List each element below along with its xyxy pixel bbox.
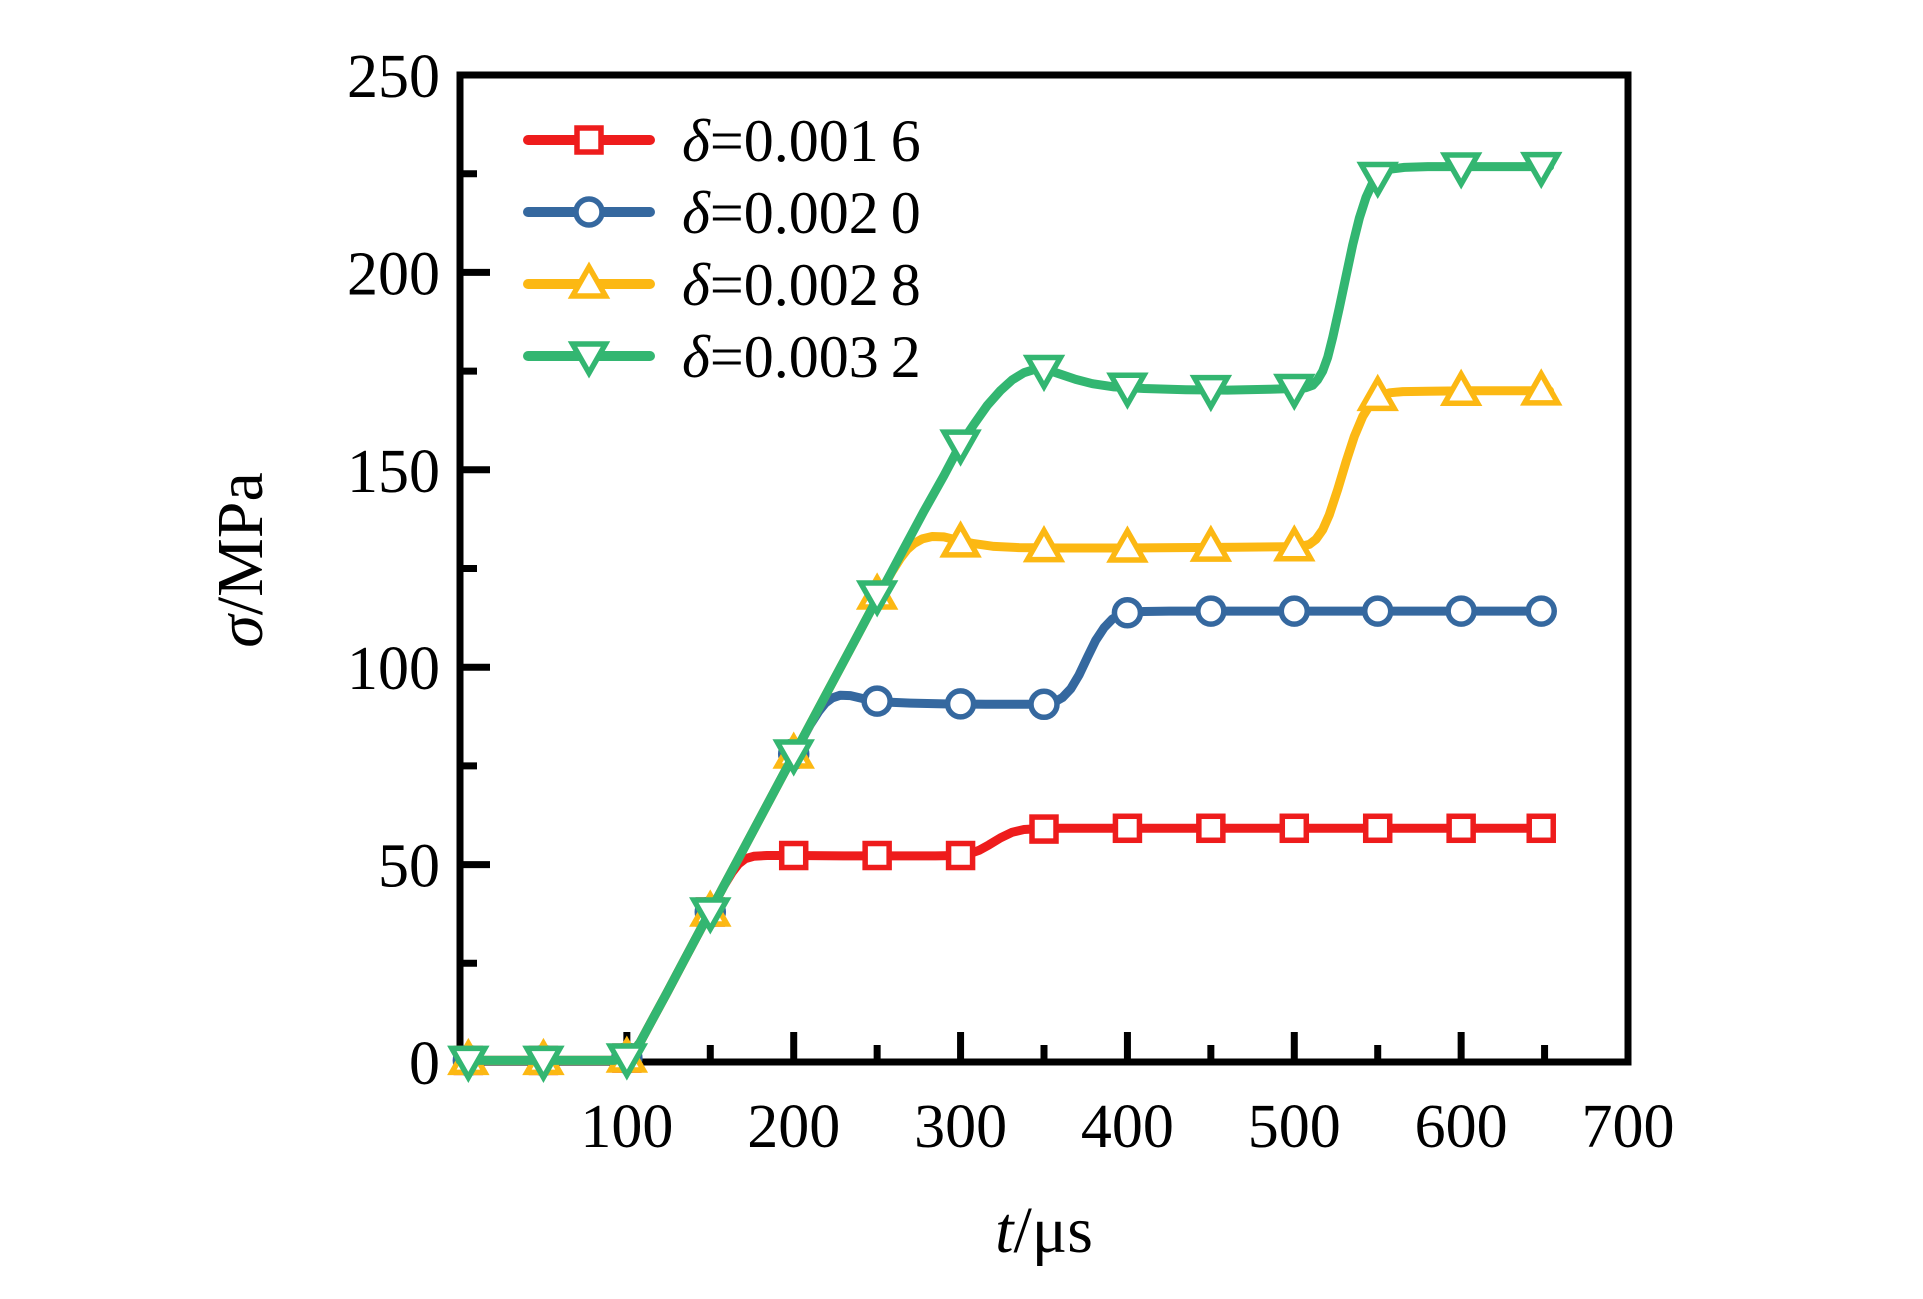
triangle-down-marker bbox=[567, 341, 611, 379]
x-tick-label: 700 bbox=[1582, 1093, 1675, 1161]
circle-marker bbox=[861, 685, 893, 717]
y-tick-label: 0 bbox=[409, 1030, 440, 1098]
legend-label: δ=0.002 0 bbox=[682, 180, 921, 246]
triangle-down-marker bbox=[522, 1045, 565, 1083]
triangle-up-marker bbox=[1520, 368, 1563, 406]
triangle-down-marker bbox=[447, 1045, 490, 1083]
square-marker bbox=[1279, 813, 1310, 844]
square-marker bbox=[1362, 813, 1393, 844]
circle-marker bbox=[1111, 596, 1144, 629]
square-marker bbox=[1526, 813, 1556, 844]
y-tick-label: 250 bbox=[347, 43, 440, 111]
legend-label: δ=0.001 6 bbox=[682, 108, 921, 174]
x-tick-label: 200 bbox=[747, 1093, 840, 1161]
legend-label: δ=0.002 8 bbox=[682, 252, 921, 318]
series-delta-0.0032 bbox=[447, 151, 1563, 1083]
x-tick-label: 400 bbox=[1081, 1093, 1174, 1161]
triangle-up-marker bbox=[1273, 524, 1316, 562]
triangle-down-marker bbox=[1273, 373, 1316, 412]
circle-marker bbox=[1361, 595, 1394, 627]
circle-marker bbox=[573, 196, 605, 228]
triangle-down-marker bbox=[1022, 354, 1066, 393]
circle-marker bbox=[944, 688, 977, 720]
circle-marker bbox=[1445, 595, 1477, 627]
legend-item-delta-0.0016: δ=0.001 6 bbox=[523, 108, 921, 174]
square-marker bbox=[1112, 813, 1143, 844]
triangle-up-marker bbox=[939, 520, 982, 558]
legend-item-delta-0.0020: δ=0.002 0 bbox=[523, 180, 921, 246]
square-marker bbox=[1196, 813, 1226, 844]
y-tick-label: 200 bbox=[347, 240, 440, 308]
triangle-down-marker bbox=[1106, 372, 1149, 410]
x-tick-label: 300 bbox=[914, 1093, 1007, 1161]
triangle-down-marker bbox=[689, 897, 732, 935]
y-tick-label: 150 bbox=[347, 438, 440, 506]
triangle-up-marker bbox=[1356, 373, 1399, 412]
x-tick-label: 500 bbox=[1248, 1093, 1341, 1161]
y-tick-label: 100 bbox=[347, 635, 440, 703]
y-axis-title: σ/MPa bbox=[204, 472, 277, 648]
square-marker bbox=[778, 840, 809, 871]
triangle-up-marker bbox=[1189, 524, 1233, 562]
square-marker bbox=[574, 125, 604, 155]
circle-marker bbox=[1195, 595, 1227, 627]
square-marker bbox=[862, 840, 892, 871]
circle-marker bbox=[1278, 595, 1311, 627]
x-axis-title: t/μs bbox=[995, 1194, 1093, 1267]
triangle-down-marker bbox=[1356, 161, 1399, 200]
triangle-down-marker bbox=[855, 580, 899, 618]
y-tick-label: 50 bbox=[378, 833, 440, 901]
square-marker bbox=[1446, 813, 1476, 844]
x-tick-label: 100 bbox=[580, 1093, 673, 1161]
triangle-down-marker bbox=[1520, 151, 1563, 190]
triangle-up-marker bbox=[567, 261, 611, 299]
circle-marker bbox=[1028, 688, 1060, 721]
x-tick-label: 600 bbox=[1415, 1093, 1508, 1161]
triangle-down-marker bbox=[1439, 152, 1483, 190]
triangle-down-marker bbox=[605, 1043, 649, 1081]
square-marker bbox=[1029, 814, 1059, 844]
triangle-down-marker bbox=[1189, 374, 1233, 413]
circle-marker bbox=[1525, 595, 1557, 627]
triangle-up-marker bbox=[1022, 525, 1066, 563]
legend-label: δ=0.003 2 bbox=[682, 324, 921, 390]
square-marker bbox=[945, 840, 976, 871]
legend-item-delta-0.0032: δ=0.003 2 bbox=[523, 324, 921, 390]
triangle-down-marker bbox=[772, 739, 815, 777]
legend-item-delta-0.0028: δ=0.002 8 bbox=[523, 252, 921, 318]
triangle-down-marker bbox=[939, 429, 982, 467]
triangle-up-marker bbox=[1106, 525, 1149, 563]
triangle-up-marker bbox=[1439, 368, 1483, 406]
legend: δ=0.001 6δ=0.002 0δ=0.002 8δ=0.003 2 bbox=[523, 108, 921, 390]
